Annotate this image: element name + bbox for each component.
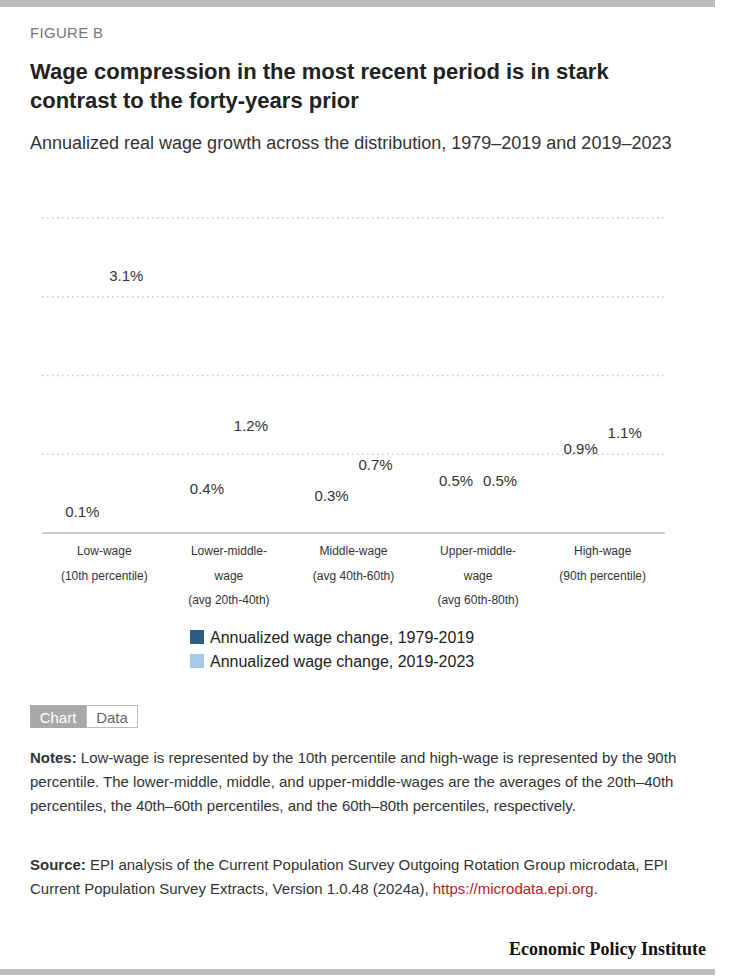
tab[interactable]: Chart	[30, 705, 86, 728]
x-tick-label: High-wage(90th percentile)	[559, 544, 646, 583]
data-label: 0.5%	[439, 472, 473, 489]
legend: Annualized wage change, 1979-2019 Annuali…	[190, 629, 474, 670]
tab[interactable]: Data	[86, 705, 138, 728]
bottom-rule	[0, 969, 715, 975]
data-label: 0.3%	[314, 487, 348, 504]
bar	[104, 288, 148, 289]
data-label: 0.4%	[190, 480, 224, 497]
legend-swatch	[190, 654, 204, 668]
x-tick-label: Middle-wage(avg 40th-60th)	[313, 544, 394, 583]
legend-swatch	[190, 630, 204, 644]
data-label: 0.5%	[483, 472, 517, 489]
source-link: https://microdata.epi.org	[433, 880, 594, 897]
figure-label: FIGURE B	[30, 24, 103, 41]
grid	[42, 218, 665, 533]
data-label: 0.9%	[564, 440, 598, 457]
source-text: EPI analysis of the Current Population S…	[30, 856, 668, 897]
data-label: 1.1%	[608, 424, 642, 441]
bar	[478, 493, 522, 494]
legend-label: Annualized wage change, 1979-2019	[210, 629, 474, 646]
bar	[310, 509, 354, 510]
space	[86, 856, 90, 873]
source: Source: EPI analysis of the Current Popu…	[30, 853, 695, 901]
data-labels: 0.1% 0.4% 0.3% 0.5% 0.9% 3.1% 1.2% 0.7% 0.5% 1.1%	[65, 267, 642, 520]
x-axis-labels: Low-wage(10th percentile) Lower-middle-wa…	[61, 544, 646, 607]
bar	[434, 493, 478, 494]
grid-line	[42, 217, 665, 219]
data-label: 0.1%	[65, 503, 99, 520]
bar	[354, 477, 398, 478]
bar	[60, 525, 104, 526]
x-tick-label: Lower-middle-wage(avg 20th-40th)	[188, 544, 269, 607]
data-label: 3.1%	[109, 267, 143, 284]
source-label: Source:	[30, 856, 86, 873]
data-label: 0.7%	[358, 456, 392, 473]
bar	[559, 462, 603, 463]
subtitle: Annualized real wage growth across the d…	[30, 131, 675, 156]
grid-line	[42, 296, 665, 298]
bar	[603, 446, 647, 447]
x-tick-label: Low-wage(10th percentile)	[61, 544, 148, 583]
title: Wage compression in the most recent peri…	[30, 57, 660, 115]
top-rule	[0, 0, 715, 7]
x-tick-label: Upper-middle-wage(avg 60th-80th)	[437, 544, 518, 607]
grid-line	[42, 375, 665, 377]
chart: 0.1% 0.4% 0.3% 0.5% 0.9% 3.1% 1.2% 0.7% 0.5% 1.1%…	[0, 0, 731, 700]
publisher: Economic Policy Institute	[509, 939, 706, 960]
notes-text: Low-wage is represented by the 10th perc…	[30, 749, 676, 814]
notes: Notes: Low-wage is represented by the 10…	[30, 746, 695, 818]
bar	[229, 438, 273, 439]
notes-label: Notes:	[30, 749, 77, 766]
legend-label: Annualized wage change, 2019-2023	[210, 653, 474, 670]
bar	[185, 501, 229, 502]
data-label: 1.2%	[234, 417, 268, 434]
space	[77, 749, 81, 766]
baseline	[42, 532, 665, 533]
